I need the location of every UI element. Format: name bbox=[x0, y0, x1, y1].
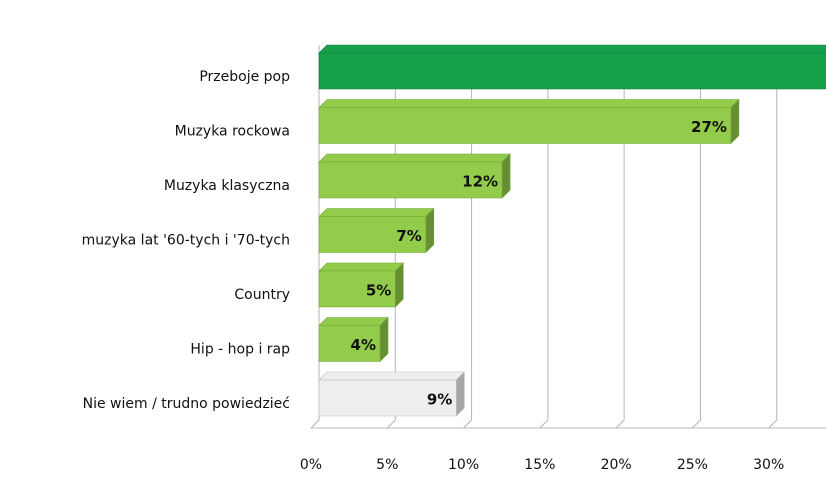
bar-face bbox=[318, 262, 405, 272]
bar bbox=[318, 153, 511, 199]
bar-face bbox=[318, 99, 740, 108]
x-tick-label: 10% bbox=[448, 457, 479, 473]
value-label: 27% bbox=[691, 118, 727, 136]
bar-face bbox=[318, 208, 435, 217]
bar-face bbox=[318, 107, 732, 144]
bar-face bbox=[501, 153, 511, 199]
bar-face bbox=[318, 325, 381, 362]
grid-line bbox=[768, 45, 778, 429]
grid-line bbox=[539, 45, 549, 429]
bar bbox=[318, 316, 389, 363]
x-tick-label: 20% bbox=[601, 457, 632, 473]
bar-face bbox=[456, 371, 465, 417]
bar-face bbox=[318, 44, 826, 54]
bar bbox=[318, 98, 740, 145]
x-tick-label: 0% bbox=[300, 457, 322, 473]
category-label: Nie wiem / trudno powiedzieć bbox=[83, 396, 290, 412]
bar-face bbox=[318, 216, 427, 253]
x-tick-label: 15% bbox=[524, 457, 555, 473]
category-label: muzyka lat '60-tych i '70-tych bbox=[82, 233, 290, 249]
bar-face bbox=[318, 161, 503, 199]
grid-line bbox=[310, 45, 320, 429]
value-label: 9% bbox=[427, 391, 452, 409]
bar-face bbox=[318, 52, 826, 90]
category-label: Muzyka klasyczna bbox=[164, 178, 290, 194]
bar-face bbox=[730, 98, 740, 145]
bar-face bbox=[318, 153, 511, 163]
x-tick-label: 30% bbox=[753, 457, 784, 473]
bar bbox=[318, 371, 466, 417]
bar bbox=[318, 262, 405, 308]
grid-line bbox=[615, 45, 625, 429]
bar-face bbox=[425, 207, 435, 254]
bar-face bbox=[394, 262, 404, 308]
grid-line bbox=[692, 45, 701, 429]
bar-face bbox=[318, 317, 389, 326]
value-label: 12% bbox=[462, 173, 498, 191]
category-label: Hip - hop i rap bbox=[190, 342, 290, 358]
x-tick-label: 5% bbox=[376, 457, 398, 473]
value-label: 5% bbox=[366, 282, 391, 300]
category-label: Muzyka rockowa bbox=[175, 124, 290, 140]
bar bbox=[318, 207, 435, 254]
bar-face bbox=[379, 316, 389, 363]
value-label: 4% bbox=[351, 336, 376, 354]
value-label: 7% bbox=[396, 227, 421, 245]
plot: 0% 5% 10% 15% 20% 25% 30% Przeboje pop Muzyka ro… bbox=[82, 44, 826, 473]
bar bbox=[318, 44, 826, 90]
category-label: Przeboje pop bbox=[199, 69, 290, 85]
bar-face bbox=[318, 270, 396, 308]
bar-face bbox=[318, 379, 457, 417]
bar-face bbox=[318, 371, 466, 381]
x-tick-label: 25% bbox=[677, 457, 708, 473]
category-label: Country bbox=[234, 287, 290, 303]
